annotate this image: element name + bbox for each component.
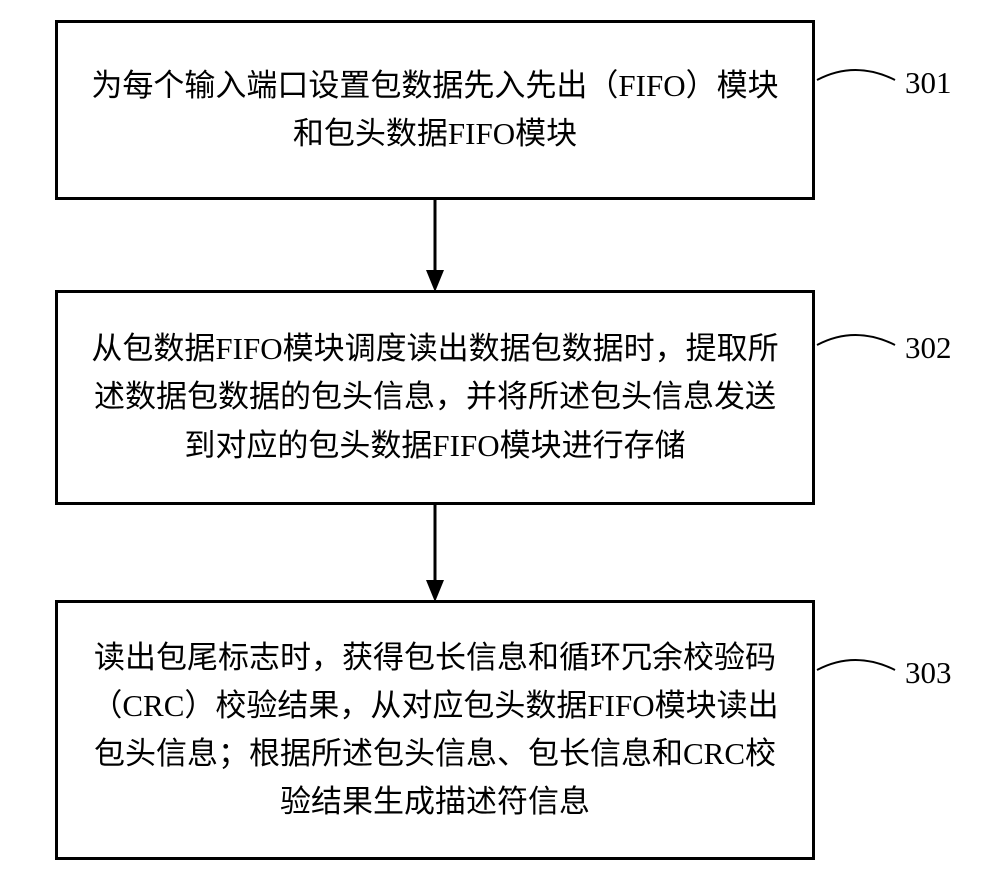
flow-step-302-text: 从包数据FIFO模块调度读出数据包数据时，提取所述数据包数据的包头信息，并将所述… bbox=[82, 325, 788, 469]
flow-step-302: 从包数据FIFO模块调度读出数据包数据时，提取所述数据包数据的包头信息，并将所述… bbox=[55, 290, 815, 505]
flow-step-302-label: 302 bbox=[905, 330, 952, 366]
flow-step-301-text: 为每个输入端口设置包数据先入先出（FIFO）模块和包头数据FIFO模块 bbox=[82, 62, 788, 158]
flow-step-303: 读出包尾标志时，获得包长信息和循环冗余校验码（CRC）校验结果，从对应包头数据F… bbox=[55, 600, 815, 860]
flow-step-301: 为每个输入端口设置包数据先入先出（FIFO）模块和包头数据FIFO模块 bbox=[55, 20, 815, 200]
flowchart-canvas: 为每个输入端口设置包数据先入先出（FIFO）模块和包头数据FIFO模块 301 … bbox=[0, 0, 1000, 882]
flow-step-301-label: 301 bbox=[905, 65, 952, 101]
flow-step-303-label: 303 bbox=[905, 655, 952, 691]
flow-step-303-text: 读出包尾标志时，获得包长信息和循环冗余校验码（CRC）校验结果，从对应包头数据F… bbox=[82, 634, 788, 826]
